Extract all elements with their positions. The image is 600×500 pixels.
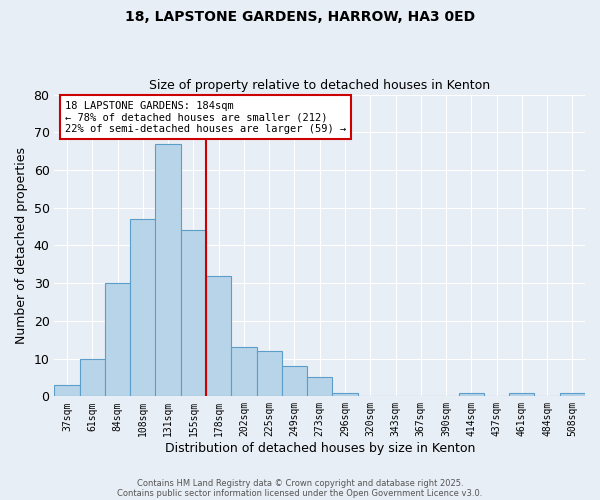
Bar xyxy=(458,392,484,396)
Bar xyxy=(307,378,332,396)
Bar xyxy=(206,276,231,396)
Text: Contains HM Land Registry data © Crown copyright and database right 2025.: Contains HM Land Registry data © Crown c… xyxy=(137,478,463,488)
Bar xyxy=(509,392,535,396)
Bar xyxy=(332,392,358,396)
Text: Contains public sector information licensed under the Open Government Licence v3: Contains public sector information licen… xyxy=(118,488,482,498)
Y-axis label: Number of detached properties: Number of detached properties xyxy=(15,147,28,344)
Bar xyxy=(80,358,105,397)
Text: 18 LAPSTONE GARDENS: 184sqm
← 78% of detached houses are smaller (212)
22% of se: 18 LAPSTONE GARDENS: 184sqm ← 78% of det… xyxy=(65,100,346,134)
X-axis label: Distribution of detached houses by size in Kenton: Distribution of detached houses by size … xyxy=(164,442,475,455)
Bar xyxy=(105,283,130,397)
Bar xyxy=(155,144,181,396)
Bar xyxy=(282,366,307,396)
Bar xyxy=(55,385,80,396)
Bar xyxy=(560,392,585,396)
Text: 18, LAPSTONE GARDENS, HARROW, HA3 0ED: 18, LAPSTONE GARDENS, HARROW, HA3 0ED xyxy=(125,10,475,24)
Bar xyxy=(130,219,155,396)
Title: Size of property relative to detached houses in Kenton: Size of property relative to detached ho… xyxy=(149,79,490,92)
Bar xyxy=(231,348,257,397)
Bar xyxy=(181,230,206,396)
Bar xyxy=(257,351,282,397)
